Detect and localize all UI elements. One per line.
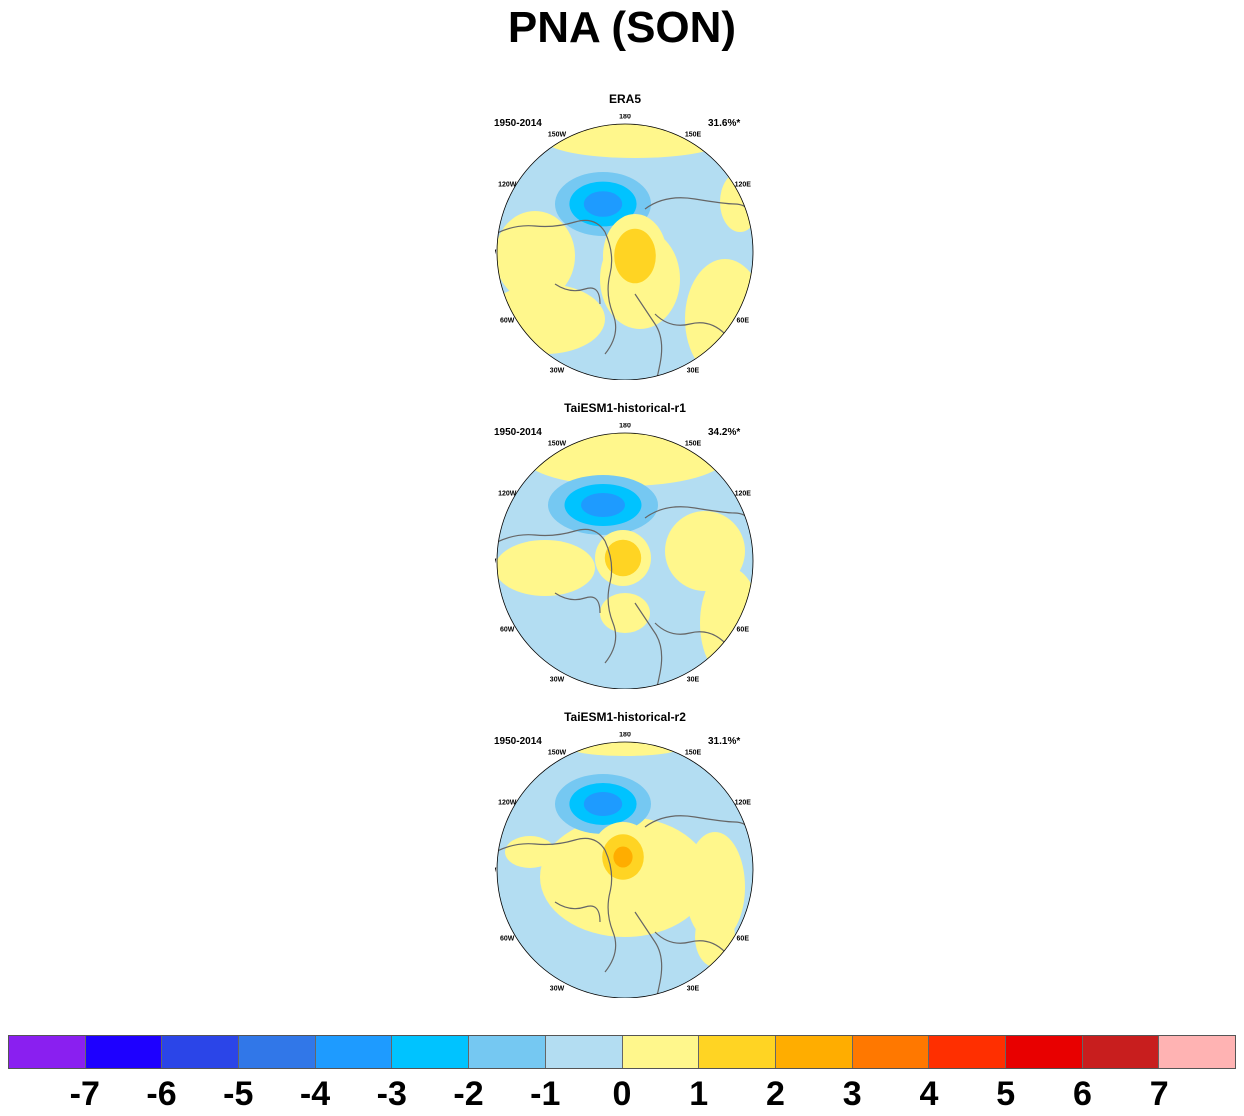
longitude-label: 60W (500, 936, 515, 943)
polar-map: 180150E120E90E60E30E030W60W90W120W150W (495, 114, 755, 380)
figure-title: PNA (SON) (507, 3, 737, 52)
longitude-label: 60E (737, 318, 750, 325)
colorbar-label: -5 (223, 1075, 254, 1113)
longitude-label: 150E (685, 441, 702, 448)
colorbar-box (852, 1036, 930, 1068)
longitude-label: 150W (548, 441, 567, 448)
longitude-label: 180 (619, 114, 631, 121)
colorbar-box (315, 1036, 393, 1068)
colorbar-label: 0 (612, 1075, 632, 1113)
map-panel: ERA51950-201431.6%*180150E120E90E60E30E0… (470, 92, 780, 392)
colorbar-box (929, 1036, 1006, 1068)
longitude-label: 150W (548, 132, 567, 139)
longitude-label: 90W (495, 250, 497, 257)
longitude-label: 30E (687, 367, 700, 374)
longitude-label: 150E (685, 750, 702, 757)
longitude-label: 120E (735, 182, 752, 189)
longitude-label: 120W (498, 182, 517, 189)
colorbar-label: 7 (1149, 1075, 1169, 1113)
colorbar-box (622, 1036, 700, 1068)
colorbar-box (1005, 1036, 1083, 1068)
longitude-label: 150E (685, 132, 702, 139)
longitude-label: 60W (500, 627, 515, 634)
colorbar-label: 2 (766, 1075, 785, 1113)
colorbar-box (239, 1036, 316, 1068)
colorbar-box (85, 1036, 163, 1068)
colorbar-label: -7 (69, 1075, 100, 1113)
colorbar-label: -2 (453, 1075, 484, 1113)
longitude-label: 30W (550, 676, 565, 683)
colorbar-label: 6 (1073, 1075, 1092, 1113)
panel-period: 1950-2014 (494, 118, 542, 129)
longitude-label: 150W (548, 750, 567, 757)
longitude-label: 120W (498, 491, 517, 498)
longitude-label: 180 (619, 732, 631, 739)
panel-explained-variance: 34.2%* (708, 427, 741, 438)
colorbar-box (545, 1036, 623, 1068)
longitude-label: 120E (735, 800, 752, 807)
colorbar-label: 1 (689, 1075, 709, 1113)
panel-period: 1950-2014 (494, 736, 542, 747)
panel-title: TaiESM1-historical-r2 (564, 710, 686, 724)
colorbar-label: -4 (299, 1075, 331, 1113)
panel-explained-variance: 31.6%* (708, 118, 741, 129)
colorbar-labels: -7 -6 -5 -4 -3 -2 -1 0 1 2 3 4 5 6 7 (0, 1072, 1244, 1116)
longitude-label: 90W (495, 559, 497, 566)
colorbar-label: -1 (530, 1075, 561, 1113)
panel-title: TaiESM1-historical-r1 (564, 401, 686, 415)
longitude-label: 60E (737, 936, 750, 943)
colorbar-box (775, 1036, 853, 1068)
colorbar-label: 4 (919, 1075, 939, 1113)
panel-period: 1950-2014 (494, 427, 542, 438)
colorbar-box (392, 1036, 470, 1068)
longitude-label: 60W (500, 318, 515, 325)
map-panel: TaiESM1-historical-r2 1950-2014 31.1%* 180 1… (470, 710, 780, 1010)
longitude-label: 30W (550, 985, 565, 992)
polar-map: 180150E120E90E60E30E030W60W90W120W150W (495, 423, 755, 689)
colorbar-label: 3 (842, 1075, 862, 1113)
colorbar-box (162, 1036, 240, 1068)
longitude-label: 90W (495, 868, 497, 875)
colorbar-box (9, 1036, 86, 1068)
colorbar-box (469, 1036, 546, 1068)
colorbar-label: 5 (996, 1075, 1016, 1113)
longitude-label: 30W (550, 367, 565, 374)
panel-title: ERA5 (608, 92, 641, 106)
colorbar-label: -6 (146, 1075, 177, 1113)
colorbar (8, 1035, 1236, 1069)
panel-explained-variance: 31.1%* (708, 736, 741, 747)
map-panel: TaiESM1-historical-r1 1950-2014 34.2%* 180 1… (470, 401, 780, 701)
longitude-label: 30E (687, 985, 700, 992)
longitude-label: 120W (498, 800, 517, 807)
longitude-label: 180 (619, 423, 631, 430)
longitude-label: 30E (687, 676, 700, 683)
colorbar-box (699, 1036, 776, 1068)
polar-map: 180150E120E90E60E30E030W60W90W120W150W (495, 732, 755, 998)
longitude-label: 120E (735, 491, 752, 498)
longitude-label: 60E (737, 627, 750, 634)
colorbar-box (1159, 1036, 1235, 1068)
colorbar-label: -3 (376, 1075, 407, 1113)
colorbar-box (1082, 1036, 1160, 1068)
